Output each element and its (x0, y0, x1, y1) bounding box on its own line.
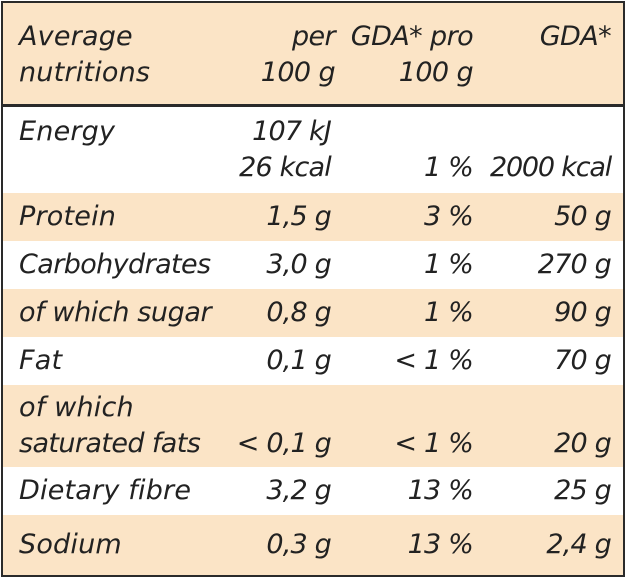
table-row-energy: Energy 107 kJ 26 kcal 1 % 2000 kcal (3, 107, 623, 193)
header-label-line2: nutritions (19, 56, 151, 88)
row-value-kcal: 26 kcal (239, 152, 332, 183)
header-gda: GDA* (539, 20, 612, 52)
table-row-fat: Fat 0,1 g < 1 % 70 g (3, 337, 623, 385)
table-row-dietary-fibre: Dietary fibre 3,2 g 13 % 25 g (3, 467, 623, 515)
row-pct: 1 % (423, 152, 474, 183)
row-line-1: of which (3, 390, 623, 426)
row-label: Carbohydrates (19, 249, 211, 280)
row-line-1: Energy 107 kJ (3, 114, 623, 150)
row-value-kj: 107 kJ (252, 116, 332, 147)
row-pct: 3 % (423, 201, 474, 232)
row-label: Fat (19, 345, 63, 376)
row-pct: < 1 % (394, 428, 473, 459)
row-gda: 2000 kcal (489, 152, 612, 183)
row-line: Protein 1,5 g 3 % 50 g (3, 199, 623, 235)
row-label-line1: of which (19, 392, 134, 423)
table-row-carbohydrates: Carbohydrates 3,0 g 1 % 270 g (3, 241, 623, 289)
row-pct: 13 % (407, 529, 474, 560)
row-label-line2: saturated fats (19, 428, 201, 459)
header-gda-pro-line1: GDA* pro (350, 20, 474, 52)
row-label: Dietary fibre (19, 475, 192, 506)
row-gda: 270 g (537, 249, 612, 280)
header-row: Average per GDA* pro GDA* nutritions 100… (3, 3, 623, 104)
row-line: Sodium 0,3 g 13 % 2,4 g (3, 527, 623, 563)
header-per-line1: per (291, 20, 336, 52)
header-gda-pro-line2: 100 g (398, 56, 474, 88)
table-row-saturated-fats: of which saturated fats < 0,1 g < 1 % 20… (3, 385, 623, 467)
header-line-2: nutritions 100 g 100 g (3, 55, 623, 91)
row-line: of which sugar 0,8 g 1 % 90 g (3, 295, 623, 331)
header-line-1: Average per GDA* pro GDA* (3, 19, 623, 55)
row-line: Fat 0,1 g < 1 % 70 g (3, 343, 623, 379)
row-line: Dietary fibre 3,2 g 13 % 25 g (3, 473, 623, 509)
row-value: 3,0 g (266, 249, 331, 280)
row-pct: 13 % (407, 475, 474, 506)
table-row-protein: Protein 1,5 g 3 % 50 g (3, 193, 623, 241)
row-value: 1,5 g (266, 201, 331, 232)
row-line-2: 26 kcal 1 % 2000 kcal (3, 150, 623, 186)
row-label: Sodium (19, 529, 122, 560)
row-line-2: saturated fats < 0,1 g < 1 % 20 g (3, 426, 623, 462)
row-gda: 90 g (554, 297, 612, 328)
header-label-line1: Average (19, 20, 133, 52)
header-per-line2: 100 g (260, 56, 336, 88)
table-row-sodium: Sodium 0,3 g 13 % 2,4 g (3, 515, 623, 575)
row-gda: 25 g (554, 475, 612, 506)
row-label: Energy (19, 116, 116, 147)
row-value: < 0,1 g (236, 428, 332, 459)
header-divider (3, 104, 623, 107)
row-value: 3,2 g (266, 475, 331, 506)
row-value: 0,1 g (266, 345, 331, 376)
row-pct: 1 % (423, 297, 474, 328)
row-pct: < 1 % (394, 345, 473, 376)
row-line: Carbohydrates 3,0 g 1 % 270 g (3, 247, 623, 283)
row-label: of which sugar (19, 297, 212, 328)
row-gda: 2,4 g (546, 529, 611, 560)
row-value: 0,8 g (266, 297, 331, 328)
row-gda: 50 g (554, 201, 612, 232)
row-value: 0,3 g (266, 529, 331, 560)
row-label: Protein (19, 201, 117, 232)
row-pct: 1 % (423, 249, 474, 280)
table-row-sugar: of which sugar 0,8 g 1 % 90 g (3, 289, 623, 337)
row-gda: 70 g (554, 345, 612, 376)
row-gda: 20 g (554, 428, 612, 459)
